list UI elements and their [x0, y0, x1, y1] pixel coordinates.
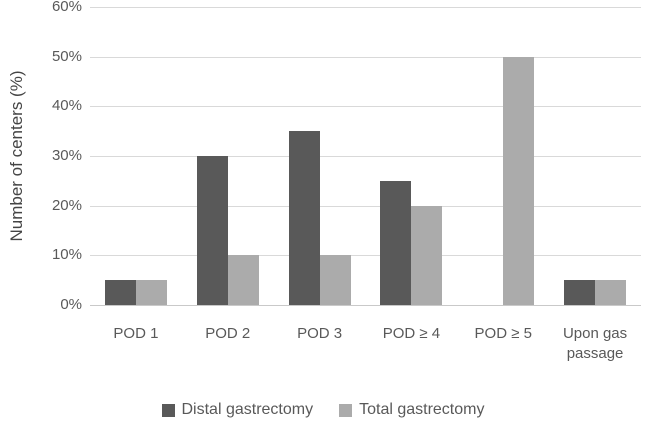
- legend-label-distal-gastrectomy: Distal gastrectomy: [181, 401, 314, 418]
- legend: Distal gastrectomy Total gastrectomy: [0, 401, 646, 419]
- category-group-1: [90, 7, 182, 305]
- gridline-40: [90, 106, 641, 107]
- category-group-6: [549, 7, 641, 305]
- x-axis-label-3: POD 3: [297, 325, 343, 342]
- legend-label-total-gastrectomy: Total gastrectomy: [359, 401, 485, 418]
- y-tick-label-30pct: 30%: [51, 147, 82, 164]
- y-tick-label-50pct: 50%: [51, 48, 82, 65]
- plot-area: [90, 7, 641, 306]
- gridline-10: [90, 255, 641, 256]
- category-group-4: [365, 7, 457, 305]
- bar-distal-gastrectomy-2: [196, 156, 228, 305]
- y-tick-label-10pct: 10%: [51, 246, 82, 263]
- legend-item-total-gastrectomy: Total gastrectomy: [339, 401, 484, 419]
- bar-distal-gastrectomy-4: [380, 181, 412, 305]
- bar-distal-gastrectomy-6: [564, 280, 596, 305]
- x-axis-labels: POD 1 POD 2 POD 3 POD ≥ 4 POD ≥ 5 Upon gas pa…: [90, 324, 641, 364]
- bar-total-gastrectomy-4: [411, 206, 443, 305]
- y-axis-title: Number of centers (%): [7, 70, 26, 242]
- x-axis-label-1: POD 1: [113, 325, 159, 342]
- category-group-3: [274, 7, 366, 305]
- bar-total-gastrectomy-2: [227, 255, 259, 305]
- y-tick-label-20pct: 20%: [51, 197, 82, 214]
- bar-total-gastrectomy-3: [319, 255, 351, 305]
- x-axis-label-2: POD 2: [205, 325, 251, 342]
- bar-total-gastrectomy-1: [135, 280, 167, 305]
- gridline-60: [90, 7, 641, 8]
- bar-total-gastrectomy-5: [503, 57, 535, 305]
- category-group-5: [457, 7, 549, 305]
- y-tick-label-0pct: 0%: [60, 296, 82, 313]
- bars-container: [90, 7, 641, 305]
- legend-swatch-total-gastrectomy: [339, 403, 353, 417]
- category-group-2: [182, 7, 274, 305]
- x-axis-label-5: POD ≥ 5: [474, 325, 532, 342]
- gridline-30: [90, 156, 641, 157]
- x-axis-label-6: Upon gas passage: [562, 325, 628, 362]
- bar-total-gastrectomy-6: [595, 280, 627, 305]
- y-tick-label-60pct: 60%: [51, 0, 82, 15]
- bar-distal-gastrectomy-1: [104, 280, 136, 305]
- gridline-50: [90, 57, 641, 58]
- x-axis-label-4: POD ≥ 4: [382, 325, 441, 342]
- bar-distal-gastrectomy-3: [288, 131, 320, 305]
- gridline-20: [90, 206, 641, 207]
- legend-item-distal-gastrectomy: Distal gastrectomy: [161, 401, 314, 419]
- legend-swatch-distal-gastrectomy: [161, 403, 175, 417]
- y-tick-label-40pct: 40%: [51, 97, 82, 114]
